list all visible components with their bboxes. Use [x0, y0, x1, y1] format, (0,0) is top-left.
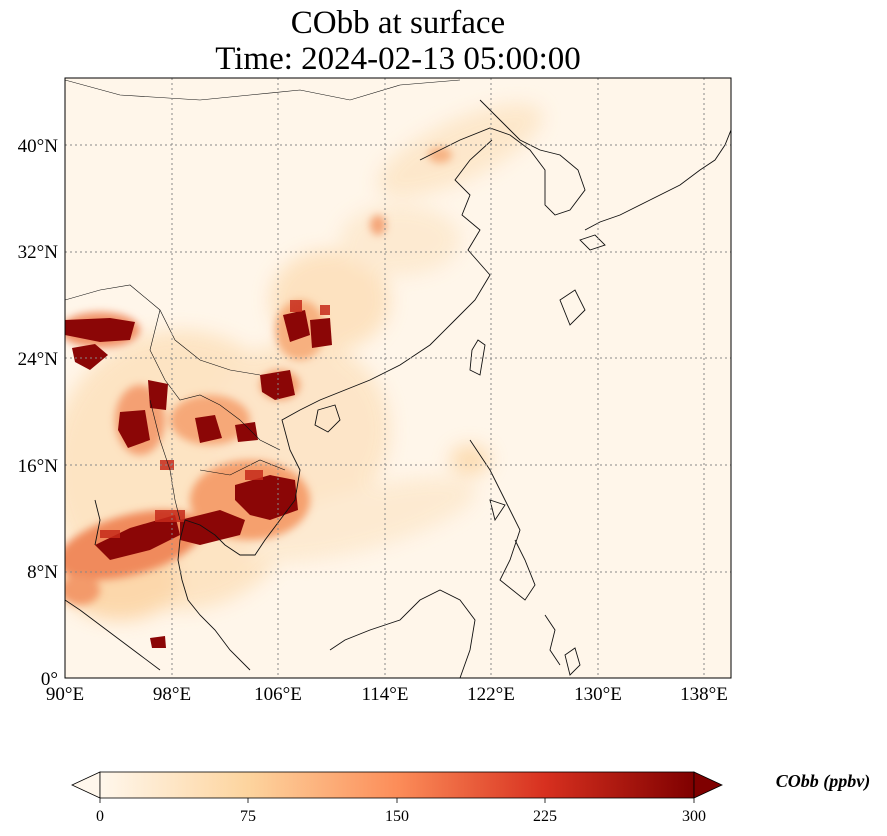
- y-tick-label: 24°N: [18, 349, 59, 370]
- colorbar-label: CObb (ppbv): [776, 771, 870, 792]
- gridlines: [65, 78, 731, 678]
- y-axis-ticks: 0° 8°N 16°N 24°N 32°N 40°N: [18, 136, 59, 690]
- y-tick-label: 16°N: [18, 456, 59, 477]
- y-tick-label: 32°N: [18, 242, 59, 263]
- x-tick-label: 106°E: [254, 684, 302, 705]
- colorbar: 0 75 150 225 300 CObb (ppbv): [71, 771, 870, 825]
- colorbar-tick-label: 150: [385, 808, 409, 825]
- y-tick-label: 0°: [41, 669, 58, 690]
- coastlines: [65, 79, 731, 678]
- x-tick-label: 138°E: [680, 684, 728, 705]
- y-tick-label: 8°N: [27, 562, 58, 583]
- colorbar-tick-label: 0: [96, 808, 104, 825]
- x-tick-label: 90°E: [46, 684, 84, 705]
- concentration-field: [65, 78, 731, 678]
- colorbar-extend-min: [71, 771, 101, 799]
- map-title-line2: Time: 2024-02-13 05:00:00: [215, 41, 581, 77]
- x-tick-label: 130°E: [574, 684, 622, 705]
- x-tick-label: 122°E: [467, 684, 515, 705]
- y-tick-label: 40°N: [18, 136, 59, 157]
- x-tick-label: 114°E: [362, 684, 409, 705]
- colorbar-gradient: [99, 771, 695, 799]
- colorbar-tick-label: 75: [240, 808, 256, 825]
- map-frame: [64, 77, 732, 679]
- colorbar-tick-label: 300: [682, 808, 706, 825]
- x-tick-label: 98°E: [153, 684, 191, 705]
- map-title-line1: CObb at surface: [290, 5, 506, 41]
- x-axis-ticks: 90°E 98°E 106°E 114°E 122°E 130°E 138°E: [46, 684, 728, 705]
- colorbar-extend-max: [693, 771, 723, 799]
- colorbar-tick-label: 225: [533, 808, 557, 825]
